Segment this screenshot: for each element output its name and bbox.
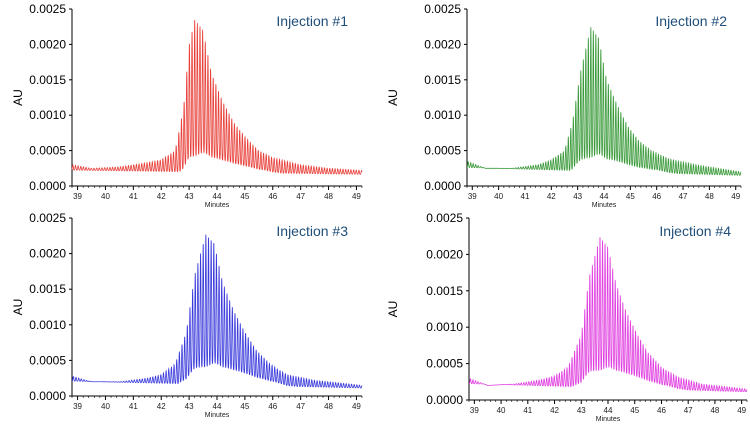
chart4-x-tick-label: 45: [630, 406, 639, 415]
chart4-injection-label: Injection #4: [659, 223, 731, 239]
chart-panel-4: 0.0000 0.0005 0.0010 0.0015 0.0020 0.0025 39 40…: [375, 211, 750, 425]
chart2-y-tick-label: 0.0000: [424, 179, 461, 193]
chart4-x-tick-label: 43: [577, 406, 586, 415]
chart4-x-tick-label: 46: [657, 406, 666, 415]
chart2-y-axis-label: AU: [386, 89, 400, 106]
chart4-x-tick-label: 41: [523, 406, 532, 415]
chart-svg-1: 0.0000 0.0005 0.0010 0.0015 0.0020 0.0025 39 40…: [11, 2, 363, 209]
chart4-y-axis-label: AU: [386, 301, 400, 318]
chart3-y-tick-label: 0.0015: [29, 282, 66, 296]
chart3-y-axis-label: AU: [11, 299, 25, 316]
chart1-y-tick-label: 0.0025: [29, 2, 66, 16]
chart3-x-tick-label: 41: [129, 402, 138, 411]
chart1-x-tick-label: 43: [185, 192, 194, 201]
chart1-x-tick-label: 40: [101, 192, 110, 201]
chart-svg-3: 0.0000 0.0005 0.0010 0.0015 0.0020 0.0025 39 40…: [11, 211, 363, 419]
chart4-y-tick-label: 0.0025: [426, 211, 463, 225]
chart1-x-tick-label: 42: [157, 192, 166, 201]
chart1-x-tick-label: 48: [324, 192, 333, 201]
chart4-y-tick-label: 0.0010: [426, 320, 463, 334]
chart3-x-tick-label: 48: [324, 402, 333, 411]
chart2-series-line: [466, 27, 742, 176]
chart1-x-tick-label: 44: [213, 192, 222, 201]
chart3-x-tick-label: 47: [296, 402, 305, 411]
chart1-y-tick-label: 0.0010: [29, 108, 66, 122]
chart2-x-tick-label: 49: [731, 192, 740, 201]
chart2-x-tick-label: 39: [468, 192, 477, 201]
chart-svg-2: 0.0000 0.0005 0.0010 0.0015 0.0020 0.0025 39 40…: [386, 2, 742, 209]
chart1-y-tick-label: 0.0015: [29, 73, 66, 87]
chart2-y-tick-label: 0.0015: [424, 73, 461, 87]
chart3-x-tick-label: 45: [240, 402, 249, 411]
chart3-injection-label: Injection #3: [276, 223, 348, 239]
chart4-x-tick-label: 40: [497, 406, 506, 415]
chart1-y-tick-label: 0.0005: [29, 144, 66, 158]
chart3-y-tick-label: 0.0005: [29, 353, 66, 367]
chart4-y-tick-label: 0.0020: [426, 247, 463, 261]
chart3-x-tick-label: 39: [73, 402, 82, 411]
chart3-series-line: [71, 234, 363, 389]
chart1-x-tick-label: 41: [129, 192, 138, 201]
chart4-x-tick-label: 48: [710, 406, 719, 415]
chart2-x-tick-label: 46: [652, 192, 661, 201]
chart1-y-tick-label: 0.0000: [29, 179, 66, 193]
chart1-y-tick-label: 0.0020: [29, 37, 66, 51]
chart3-x-tick-label: 43: [185, 402, 194, 411]
chart1-series-line: [71, 19, 363, 175]
chart1-x-tick-label: 39: [73, 192, 82, 201]
chart2-y-tick-label: 0.0010: [424, 108, 461, 122]
chart4-series-line: [468, 237, 748, 393]
chart2-x-tick-label: 42: [547, 192, 556, 201]
chart2-x-tick-label: 43: [573, 192, 582, 201]
chart3-y-tick-label: 0.0000: [29, 389, 66, 403]
chart4-x-tick-label: 42: [550, 406, 559, 415]
chart2-x-tick-label: 47: [679, 192, 688, 201]
chart-panel-2: 0.0000 0.0005 0.0010 0.0015 0.0020 0.0025 39 40…: [375, 0, 750, 212]
chart2-x-tick-label: 40: [494, 192, 503, 201]
chart4-x-tick-label: 49: [737, 406, 746, 415]
chart3-x-tick-label: 46: [268, 402, 277, 411]
chart2-injection-label: Injection #2: [655, 13, 727, 29]
chart4-x-tick-label: 39: [470, 406, 479, 415]
chart1-y-axis-label: AU: [11, 89, 25, 106]
chart1-x-tick-label: 46: [268, 192, 277, 201]
chart3-x-tick-label: 42: [157, 402, 166, 411]
chart-svg-4: 0.0000 0.0005 0.0010 0.0015 0.0020 0.0025 39 40…: [386, 211, 748, 423]
chart-panel-1: 0.0000 0.0005 0.0010 0.0015 0.0020 0.0025 39 40…: [0, 0, 375, 212]
chart2-y-tick-label: 0.0025: [424, 2, 461, 16]
chart3-x-axis-label: Minutes: [205, 412, 230, 419]
chart2-x-tick-label: 44: [600, 192, 609, 201]
chart2-x-tick-label: 48: [705, 192, 714, 201]
chart2-x-tick-label: 41: [521, 192, 530, 201]
chart3-x-tick-label: 40: [101, 402, 110, 411]
chart3-y-tick-label: 0.0020: [29, 247, 66, 261]
chart2-y-tick-label: 0.0020: [424, 37, 461, 51]
chart1-x-tick-label: 47: [296, 192, 305, 201]
chart2-y-tick-label: 0.0005: [424, 144, 461, 158]
chart3-y-tick-label: 0.0010: [29, 318, 66, 332]
chart4-x-tick-label: 44: [604, 406, 613, 415]
chart4-y-tick-label: 0.0000: [426, 393, 463, 407]
chart2-x-axis-label: Minutes: [592, 202, 617, 209]
chart4-x-tick-label: 47: [684, 406, 693, 415]
chart3-y-tick-label: 0.0025: [29, 211, 66, 225]
chart1-x-tick-label: 45: [240, 192, 249, 201]
chart-panel-3: 0.0000 0.0005 0.0010 0.0015 0.0020 0.0025 39 40…: [0, 211, 375, 425]
chart4-y-tick-label: 0.0015: [426, 284, 463, 298]
chart3-x-tick-label: 44: [213, 402, 222, 411]
chart4-y-tick-label: 0.0005: [426, 357, 463, 371]
chart1-x-axis-label: Minutes: [205, 202, 230, 209]
chart3-x-tick-label: 49: [352, 402, 361, 411]
chart1-injection-label: Injection #1: [276, 13, 348, 29]
chart4-x-axis-label: Minutes: [596, 416, 621, 423]
chart1-x-tick-label: 49: [352, 192, 361, 201]
chart2-x-tick-label: 45: [626, 192, 635, 201]
